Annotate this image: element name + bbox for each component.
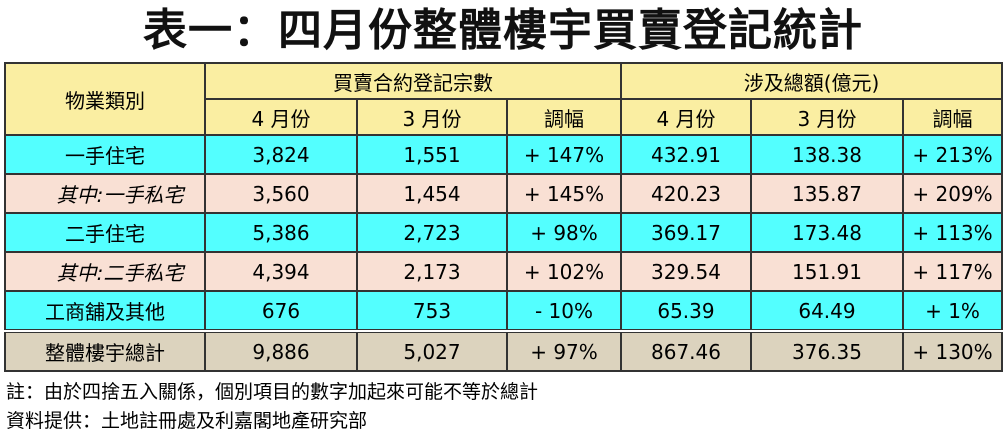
- cell: 2,173: [356, 251, 508, 292]
- cell: 173.48: [750, 212, 904, 253]
- transaction-table: 物業類別 買賣合約登記宗數 涉及總額(億元) 4 月份 3 月份 調幅 4 月份…: [4, 62, 1004, 372]
- cell: + 147%: [506, 134, 622, 175]
- cell: 135.87: [750, 173, 904, 214]
- cell: + 1%: [901, 290, 1004, 332]
- cell: 138.38: [750, 134, 904, 175]
- cell: 3,560: [204, 173, 358, 214]
- cell: 676: [204, 290, 358, 332]
- row-label: 其中:二手私宅: [4, 251, 206, 292]
- cell: + 113%: [901, 212, 1004, 253]
- footnote: 註：由於四捨五入關係，個別項目的數字加起來可能不等於總計: [6, 381, 539, 403]
- cell: 2,723: [356, 212, 508, 253]
- amount-group-header: 涉及總額(億元): [619, 62, 1004, 100]
- cell: 753: [356, 290, 508, 332]
- cell: 65.39: [620, 290, 752, 332]
- cell: - 10%: [506, 290, 622, 332]
- cell: + 98%: [506, 212, 622, 253]
- subheader-march-count: 3 月份: [356, 98, 508, 136]
- header-row-1: 物業類別 買賣合約登記宗數 涉及總額(億元): [4, 62, 1004, 136]
- cell: 5,386: [204, 212, 358, 253]
- cell: + 117%: [901, 251, 1004, 292]
- cell: 5,027: [356, 329, 508, 372]
- subheader-april-count: 4 月份: [204, 98, 358, 136]
- row-label: 二手住宅: [4, 212, 206, 253]
- category-header: 物業類別: [4, 62, 206, 136]
- cell: 9,886: [204, 329, 358, 372]
- cell: 64.49: [750, 290, 904, 332]
- table-row: 其中:一手私宅 3,560 1,454 + 145% 420.23 135.87…: [4, 173, 1004, 214]
- cell: 1,551: [356, 134, 508, 175]
- cell: 329.54: [620, 251, 752, 292]
- table-row: 一手住宅 3,824 1,551 + 147% 432.91 138.38 + …: [4, 134, 1004, 175]
- total-row: 整體樓宇總計 9,886 5,027 + 97% 867.46 376.35 +…: [4, 329, 1004, 372]
- cell: 376.35: [750, 329, 904, 372]
- table-row: 其中:二手私宅 4,394 2,173 + 102% 329.54 151.91…: [4, 251, 1004, 292]
- table-row: 二手住宅 5,386 2,723 + 98% 369.17 173.48 + 1…: [4, 212, 1004, 253]
- cell: + 102%: [506, 251, 622, 292]
- cell: 420.23: [620, 173, 752, 214]
- subheader-change-count: 調幅: [506, 98, 622, 136]
- cell: 151.91: [750, 251, 904, 292]
- subheader-march-amount: 3 月份: [750, 98, 904, 136]
- source-note: 資料提供：土地註冊處及利嘉閣地產研究部: [6, 410, 368, 432]
- contracts-group-header: 買賣合約登記宗數: [204, 62, 622, 100]
- cell: + 130%: [901, 329, 1004, 372]
- cell: 1,454: [356, 173, 508, 214]
- header-row-2: 4 月份 3 月份 調幅 4 月份 3 月份 調幅: [5, 98, 1004, 136]
- cell: + 145%: [506, 173, 622, 214]
- cell: + 209%: [901, 173, 1004, 214]
- page-title: 表一：四月份整體樓宇買賣登記統計: [143, 5, 863, 56]
- cell: + 213%: [901, 134, 1004, 175]
- table-row: 工商舖及其他 676 753 - 10% 65.39 64.49 + 1%: [4, 290, 1004, 332]
- cell: 867.46: [620, 329, 752, 372]
- row-label: 工商舖及其他: [4, 290, 206, 332]
- cell: 369.17: [620, 212, 752, 253]
- cell: 432.91: [620, 134, 752, 175]
- cell: + 97%: [506, 329, 622, 372]
- row-label: 整體樓宇總計: [4, 329, 206, 372]
- cell: 3,824: [204, 134, 358, 175]
- row-label: 其中:一手私宅: [4, 173, 206, 214]
- cell: 4,394: [204, 251, 358, 292]
- subheader-change-amount: 調幅: [901, 98, 1004, 136]
- row-label: 一手住宅: [4, 134, 206, 175]
- subheader-april-amount: 4 月份: [620, 98, 752, 136]
